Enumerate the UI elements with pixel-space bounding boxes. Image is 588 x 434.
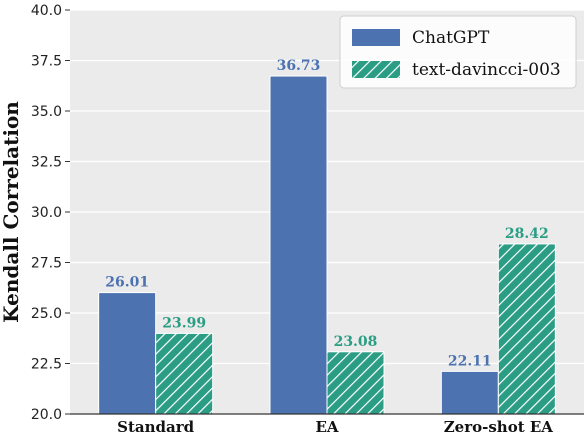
data-label: 23.99 — [162, 315, 206, 331]
bar-davinci-0 — [155, 332, 214, 415]
bar-chatgpt-2 — [440, 370, 499, 415]
y-tick-label: 37.5 — [31, 54, 62, 70]
bar-davinci-1 — [326, 351, 385, 415]
y-tick-label: 40.0 — [31, 3, 62, 19]
legend-swatch-davinci — [352, 61, 400, 78]
legend-swatch-chatgpt — [352, 29, 400, 46]
bar-chatgpt-1 — [269, 75, 328, 415]
y-tick-label: 32.5 — [31, 155, 62, 171]
y-tick-label: 22.5 — [31, 357, 62, 373]
legend: ChatGPT text-davincci-003 — [339, 15, 577, 89]
data-label: 28.42 — [505, 226, 549, 242]
y-tick-label: 20.0 — [31, 407, 62, 423]
y-tick-label: 25.0 — [31, 306, 62, 322]
y-tick-label: 27.5 — [31, 256, 62, 272]
y-axis-ticks: 20.0 22.5 25.0 27.5 30.0 32.5 35.0 37.5 40.0 — [31, 3, 70, 423]
x-tick-label: Standard — [117, 418, 194, 434]
data-label: 23.08 — [334, 334, 378, 350]
legend-label-chatgpt: ChatGPT — [412, 28, 490, 48]
x-tick-label: EA — [315, 418, 338, 434]
bar-chatgpt-0 — [98, 292, 157, 415]
x-axis-ticks: Standard EA Zero-shot EA — [70, 413, 584, 434]
y-tick-label: 35.0 — [31, 104, 62, 120]
data-label: 36.73 — [277, 58, 321, 74]
x-tick-label: Zero-shot EA — [444, 418, 554, 434]
bars: 26.01 23.99 36.73 23.08 22.11 28.42 — [98, 58, 556, 415]
legend-label-davinci: text-davincci-003 — [412, 60, 561, 80]
y-axis-label: Kendall Correlation — [0, 101, 23, 323]
bar-davinci-2 — [497, 243, 556, 415]
data-label: 26.01 — [105, 275, 149, 291]
data-label: 22.11 — [448, 353, 492, 369]
y-tick-label: 30.0 — [31, 205, 62, 221]
